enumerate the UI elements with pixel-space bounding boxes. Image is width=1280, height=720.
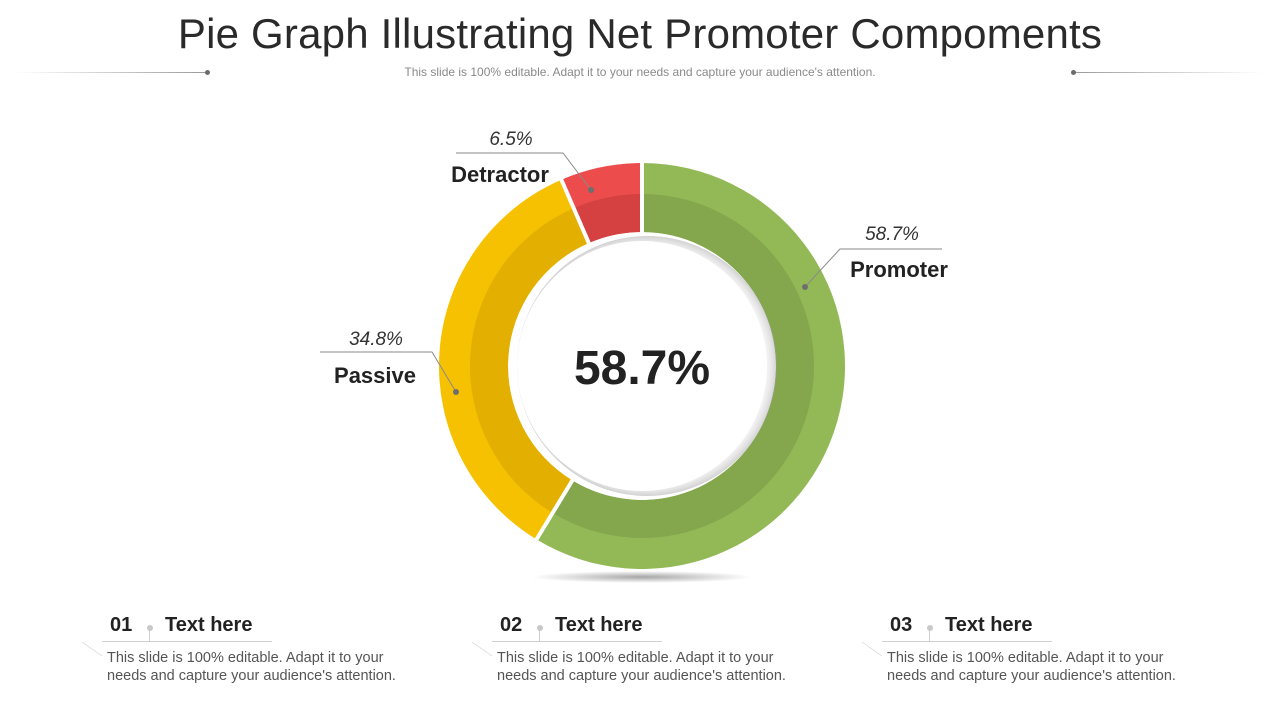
info-item-2-number: 02 (500, 614, 523, 636)
info-item-1-heading: Text here (165, 614, 253, 636)
info-item-3-slant (862, 642, 882, 656)
center-value: 58.7% (574, 342, 710, 395)
slice-label-passive: Passive (334, 363, 416, 388)
page-subtitle: This slide is 100% editable. Adapt it to… (404, 65, 876, 79)
info-item-1-slant (82, 642, 102, 656)
info-item-3-stem (929, 631, 930, 642)
callout-line-detractor (456, 152, 592, 191)
pct-label-passive: 34.8% (349, 329, 403, 350)
callout-dot-passive (453, 389, 459, 395)
slice-detractor-inner (573, 194, 642, 244)
info-item-3-dot (927, 625, 933, 631)
info-item-1-underline (102, 641, 272, 642)
info-item-1-stem (149, 631, 150, 642)
info-item-2-stem (539, 631, 540, 642)
callout-line-passive (320, 351, 457, 393)
title-rule-dot-left (205, 70, 210, 75)
slice-promoter-inner (552, 194, 814, 538)
pct-label-detractor: 6.5% (489, 129, 532, 150)
info-item-3-heading: Text here (945, 614, 1033, 636)
title-rule-right (1073, 72, 1263, 73)
info-item-3: 03 Text here This slide is 100% editable… (862, 610, 1192, 690)
info-item-3-underline (882, 641, 1052, 642)
slice-label-promoter: Promoter (850, 257, 948, 282)
slice-separator (558, 177, 592, 246)
callout-dot-promoter (802, 284, 808, 290)
info-item-1-dot (147, 625, 153, 631)
info-item-2-underline (492, 641, 662, 642)
slice-passive-inner (470, 208, 589, 513)
donut-hole (517, 241, 767, 491)
info-item-2-text: This slide is 100% editable. Adapt it to… (497, 650, 786, 684)
info-item-2: 02 Text here This slide is 100% editable… (472, 610, 802, 690)
info-item-2-heading: Text here (555, 614, 643, 636)
pct-label-promoter: 58.7% (865, 224, 919, 245)
callout-line-promoter (804, 248, 942, 288)
slice-separator (533, 477, 576, 543)
info-item-1-text: This slide is 100% editable. Adapt it to… (107, 650, 396, 684)
page-title: Pie Graph Illustrating Net Promoter Comp… (177, 10, 1103, 57)
info-item-1-number: 01 (110, 614, 133, 636)
info-item-2-dot (537, 625, 543, 631)
info-item-3-number: 03 (890, 614, 913, 636)
info-item-1: 01 Text here This slide is 100% editable… (82, 610, 412, 690)
title-rule-left (15, 72, 208, 73)
slice-label-detractor: Detractor (451, 162, 549, 187)
title-rule-dot-right (1071, 70, 1076, 75)
info-item-2-slant (472, 642, 492, 656)
info-item-3-text: This slide is 100% editable. Adapt it to… (887, 650, 1176, 684)
slice-passive (438, 179, 589, 540)
chart-floor-shadow (532, 571, 752, 583)
callout-dot-detractor (588, 187, 594, 193)
